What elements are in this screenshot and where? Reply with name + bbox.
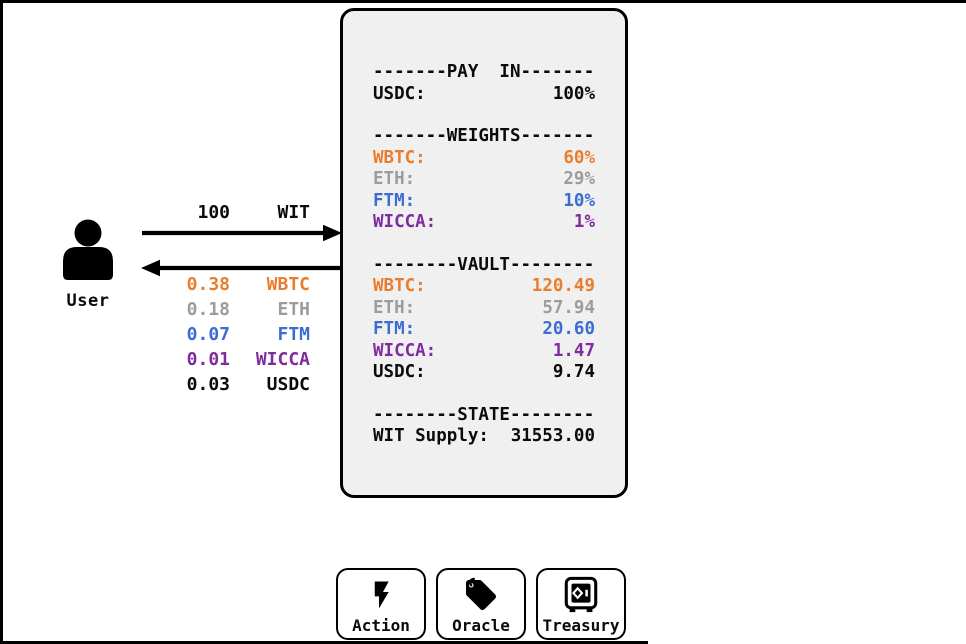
flow-out-amount: 0.03 [186, 374, 230, 395]
flow-out-list: 0.38 WBTC 0.18 ETH 0.07 FTM 0.01 WICCA 0.03 USDC [186, 272, 310, 397]
panel-row: WICCA: 1.47 [373, 341, 595, 363]
section-header-weights: -------WEIGHTS------- [373, 126, 595, 146]
panel-row-label: WICCA: [373, 340, 437, 361]
module-oracle[interactable]: Oracle [436, 568, 526, 640]
status-panel: -------PAY IN------- USDC: 100% -------WEIG… [340, 8, 628, 498]
panel-row-value: 31553.00 [510, 426, 595, 446]
panel-row-label: ETH: [373, 169, 416, 189]
module-label: Oracle [452, 616, 510, 635]
flow-out-row: 0.38 WBTC [186, 272, 310, 297]
panel-row: ETH: 57.94 [373, 298, 595, 320]
user-icon [63, 219, 113, 280]
panel-row-value: 10% [563, 190, 595, 211]
flow-in: 100 WIT [186, 200, 310, 226]
section-weights: -------WEIGHTS------- WBTC: 60% ETH: 29% FTM:… [373, 126, 595, 234]
panel-row-label: FTM: [373, 319, 416, 339]
module-label: Treasury [542, 616, 620, 635]
section-header-pay-in: -------PAY IN------- [373, 62, 595, 82]
flow-out-token: WBTC [266, 274, 310, 295]
flow-out-row: 0.01 WICCA [186, 347, 310, 372]
panel-row-value: 9.74 [552, 362, 595, 382]
panel-row: USDC: 100% [373, 84, 595, 106]
flow-out-token: WICCA [255, 349, 310, 370]
flow-out-row: 0.07 FTM [186, 322, 310, 347]
section-state: --------STATE-------- WIT Supply: 31553.00 [373, 405, 595, 448]
flow-out-amount: 0.38 [186, 274, 230, 295]
tag-icon [463, 574, 499, 616]
panel-row: ETH: 29% [373, 169, 595, 191]
panel-row-value: 57.94 [542, 297, 595, 318]
flow-out-amount: 0.07 [186, 324, 230, 345]
frame-top-border [0, 0, 966, 3]
panel-row-value: 1.47 [552, 340, 595, 361]
panel-row: WBTC: 60% [373, 148, 595, 170]
lightning-icon [364, 574, 398, 616]
flow-out-token: FTM [277, 324, 310, 345]
frame-bottom-border [0, 641, 648, 644]
user-label: User [66, 291, 110, 311]
frame-left-border [0, 0, 3, 644]
flow-out-row: 0.18 ETH [186, 297, 310, 322]
panel-row-label: ETH: [373, 297, 416, 318]
flow-out-row: 0.03 USDC [186, 372, 310, 397]
flow-in-token: WIT [277, 202, 310, 223]
module-action[interactable]: Action [336, 568, 426, 640]
flow-out-token: USDC [266, 374, 310, 395]
panel-row-value: 20.60 [542, 319, 595, 339]
panel-row: WBTC: 120.49 [373, 276, 595, 298]
flow-out-token: ETH [277, 299, 310, 320]
safe-icon [562, 574, 600, 616]
panel-row: FTM: 10% [373, 191, 595, 213]
section-header-state: --------STATE-------- [373, 404, 595, 425]
arrow-vault-to-user [141, 259, 341, 277]
flow-out-amount: 0.01 [186, 349, 230, 370]
panel-row-label: FTM: [373, 190, 416, 211]
panel-row-label: USDC: [373, 83, 426, 104]
panel-row: USDC: 9.74 [373, 362, 595, 384]
panel-row-label: WBTC: [373, 276, 426, 296]
modules-bar: Action Oracle Treasury [336, 568, 626, 640]
panel-row-label: WBTC: [373, 147, 426, 168]
panel-row: WIT Supply: 31553.00 [373, 426, 595, 448]
panel-row-value: 100% [552, 83, 595, 104]
section-vault: --------VAULT-------- WBTC: 120.49 ETH: 57.9… [373, 255, 595, 384]
section-header-vault: --------VAULT-------- [373, 254, 595, 275]
arrow-user-to-vault [142, 224, 342, 242]
panel-row: FTM: 20.60 [373, 319, 595, 341]
panel-row-value: 29% [563, 169, 595, 189]
section-pay-in: -------PAY IN------- USDC: 100% [373, 62, 595, 105]
panel-row-value: 60% [563, 147, 595, 168]
module-treasury[interactable]: Treasury [536, 568, 626, 640]
module-label: Action [352, 616, 410, 635]
panel-row-label: USDC: [373, 362, 426, 382]
panel-row-label: WICCA: [373, 212, 437, 232]
panel-row-value: 120.49 [531, 276, 595, 296]
panel-row: WICCA: 1% [373, 212, 595, 234]
flow-out-amount: 0.18 [186, 299, 230, 320]
user-group: User [62, 219, 114, 311]
panel-row-value: 1% [573, 212, 595, 232]
flow-in-amount: 100 [197, 202, 230, 223]
panel-row-label: WIT Supply: [373, 426, 489, 446]
